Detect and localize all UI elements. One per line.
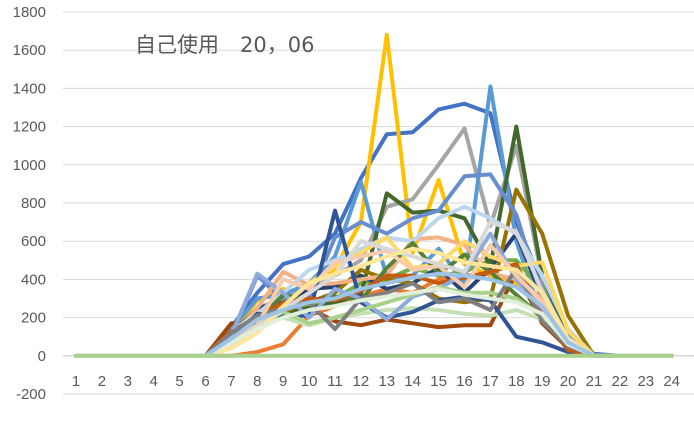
y-tick-label: 1800 <box>13 4 46 21</box>
series-line <box>74 187 674 358</box>
x-tick-label: 21 <box>586 373 603 390</box>
series-lines <box>74 32 674 358</box>
x-tick-label: 5 <box>175 373 183 390</box>
y-tick-label: 600 <box>21 233 46 250</box>
y-tick-label: 1400 <box>13 80 46 97</box>
gridlines <box>63 11 694 395</box>
x-tick-label: 6 <box>201 373 209 390</box>
x-tick-label: 11 <box>327 373 343 390</box>
x-axis-ticks: 1 2 3 4 5 6 7 8 9 10 11 12 13 14 15 16 17 18 19 20 21 22 23 24 <box>72 373 680 390</box>
x-tick-label: 1 <box>72 373 80 390</box>
x-tick-label: 15 <box>430 373 447 390</box>
x-tick-label: 10 <box>301 373 318 390</box>
x-tick-label: 20 <box>560 373 577 390</box>
y-tick-label: 400 <box>21 271 46 288</box>
x-tick-label: 7 <box>227 373 235 390</box>
y-tick-label: 200 <box>21 310 46 327</box>
y-tick-label: 0 <box>38 348 46 365</box>
x-tick-label: 2 <box>98 373 106 390</box>
x-tick-label: 9 <box>279 373 287 390</box>
x-tick-label: 8 <box>253 373 261 390</box>
y-tick-label: 800 <box>21 195 46 212</box>
x-tick-label: 18 <box>508 373 525 390</box>
x-tick-label: 13 <box>378 373 395 390</box>
y-tick-label: -200 <box>16 386 46 403</box>
y-tick-label: 1600 <box>13 42 46 59</box>
x-tick-label: 17 <box>482 373 499 390</box>
x-tick-label: 4 <box>150 373 158 390</box>
x-tick-label: 12 <box>353 373 370 390</box>
x-tick-label: 16 <box>456 373 473 390</box>
chart-title: 自己使用 20，06 <box>135 33 314 57</box>
x-tick-label: 3 <box>124 373 132 390</box>
y-tick-label: 1200 <box>13 119 46 136</box>
series-line <box>74 172 674 358</box>
y-tick-label: 1000 <box>13 157 46 174</box>
x-tick-label: 22 <box>612 373 629 390</box>
x-tick-label: 19 <box>534 373 551 390</box>
x-tick-label: 24 <box>663 373 680 390</box>
x-tick-label: 23 <box>637 373 654 390</box>
x-tick-label: 14 <box>404 373 421 390</box>
y-axis-ticks: -200 0 200 400 600 800 1000 1200 1400 1600 1800 <box>13 4 46 403</box>
